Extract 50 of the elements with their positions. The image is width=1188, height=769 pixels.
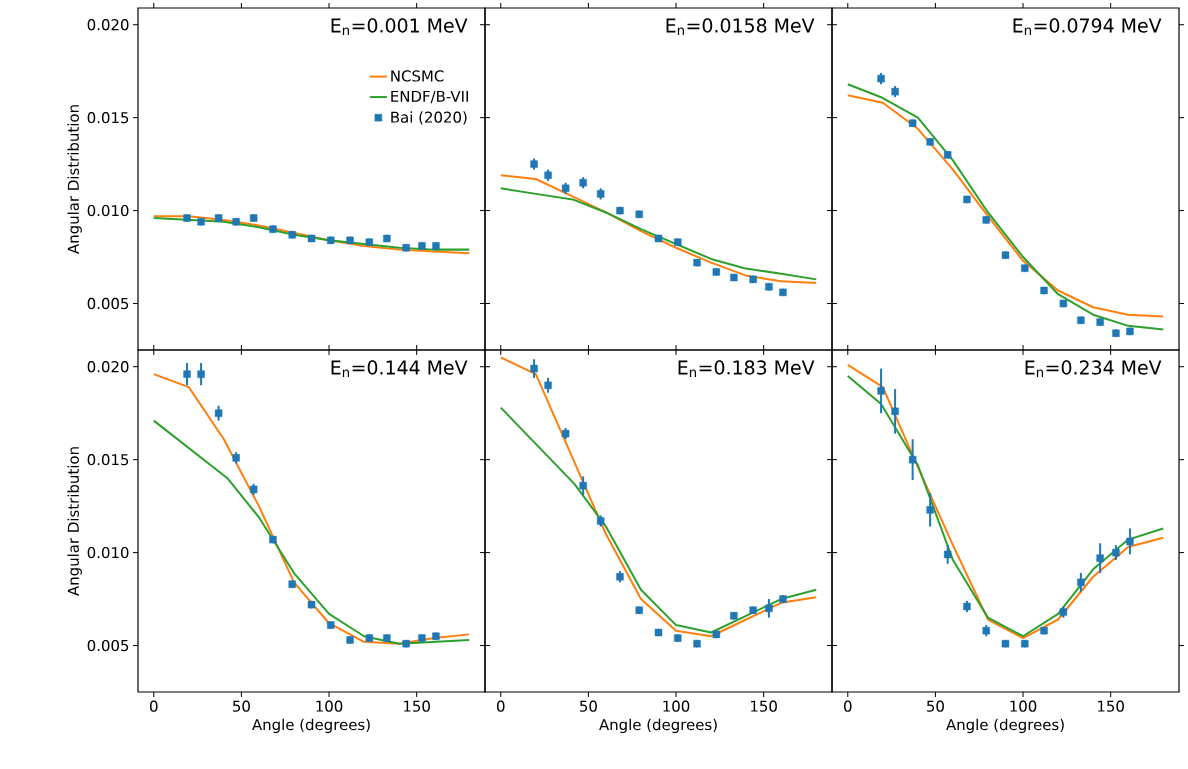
- chart-title: E$_{n}$=0.234 MeV: [1025, 360, 1162, 377]
- point: [1112, 548, 1120, 557]
- x-tick-label: 100: [1010, 700, 1037, 712]
- x-tick-label: 0: [844, 700, 852, 712]
- point: [197, 370, 205, 378]
- legend-label: ENDF/B-VII: [391, 90, 468, 104]
- y-tick-label: 0.015: [87, 454, 129, 466]
- point: [926, 506, 934, 514]
- y-tick-label: 0.020: [87, 361, 129, 373]
- chart-title: E$_{n}$=0.001 MeV: [331, 18, 468, 35]
- chart-title: E$_{n}$=0.0794 MeV: [1013, 18, 1162, 35]
- y-tick-label: 0.005: [87, 639, 129, 652]
- chart-title: E$_{n}$=0.0158 MeV: [666, 18, 815, 35]
- point: [891, 407, 899, 416]
- y-tick-label: 0.010: [87, 204, 129, 217]
- x-tick-label: 100: [663, 700, 690, 712]
- point: [530, 364, 538, 373]
- x-tick-label: 50: [927, 700, 944, 712]
- x-axis-title: Angle (degrees): [599, 718, 717, 734]
- x-tick-label: 150: [1098, 700, 1124, 712]
- point: [183, 370, 191, 378]
- y-axis-title: Angular Distribution: [67, 447, 82, 596]
- x-tick-label: 100: [316, 700, 343, 712]
- y-tick-label: 0.015: [87, 112, 129, 124]
- point: [1126, 537, 1134, 546]
- point: [579, 481, 587, 490]
- x-tick-label: 0: [150, 700, 158, 712]
- point: [1077, 578, 1085, 587]
- legend-label: NCSMC: [391, 70, 444, 82]
- x-tick-label: 50: [233, 700, 250, 712]
- x-tick-label: 150: [404, 700, 430, 712]
- point: [877, 387, 885, 395]
- x-axis-title: Angle (degrees): [252, 718, 370, 734]
- chart-title: E$_{n}$=0.144 MeV: [331, 360, 468, 377]
- x-axis-title: Angle (degrees): [946, 718, 1064, 734]
- point: [544, 381, 552, 390]
- x-tick-label: 0: [497, 700, 505, 712]
- point: [765, 604, 773, 613]
- point: [1096, 554, 1104, 562]
- x-tick-label: 50: [580, 700, 597, 712]
- y-axis-title: Angular Distribution: [67, 105, 82, 254]
- chart-title: E$_{n}$=0.183 MeV: [678, 360, 815, 377]
- point: [908, 455, 917, 464]
- point: [214, 409, 223, 417]
- y-tick-label: 0.005: [87, 297, 129, 310]
- x-tick-label: 150: [751, 700, 777, 712]
- point: [943, 550, 952, 559]
- legend-label: Bai (2020): [391, 111, 467, 125]
- y-tick-label: 0.020: [87, 19, 129, 31]
- y-tick-label: 0.010: [87, 546, 129, 559]
